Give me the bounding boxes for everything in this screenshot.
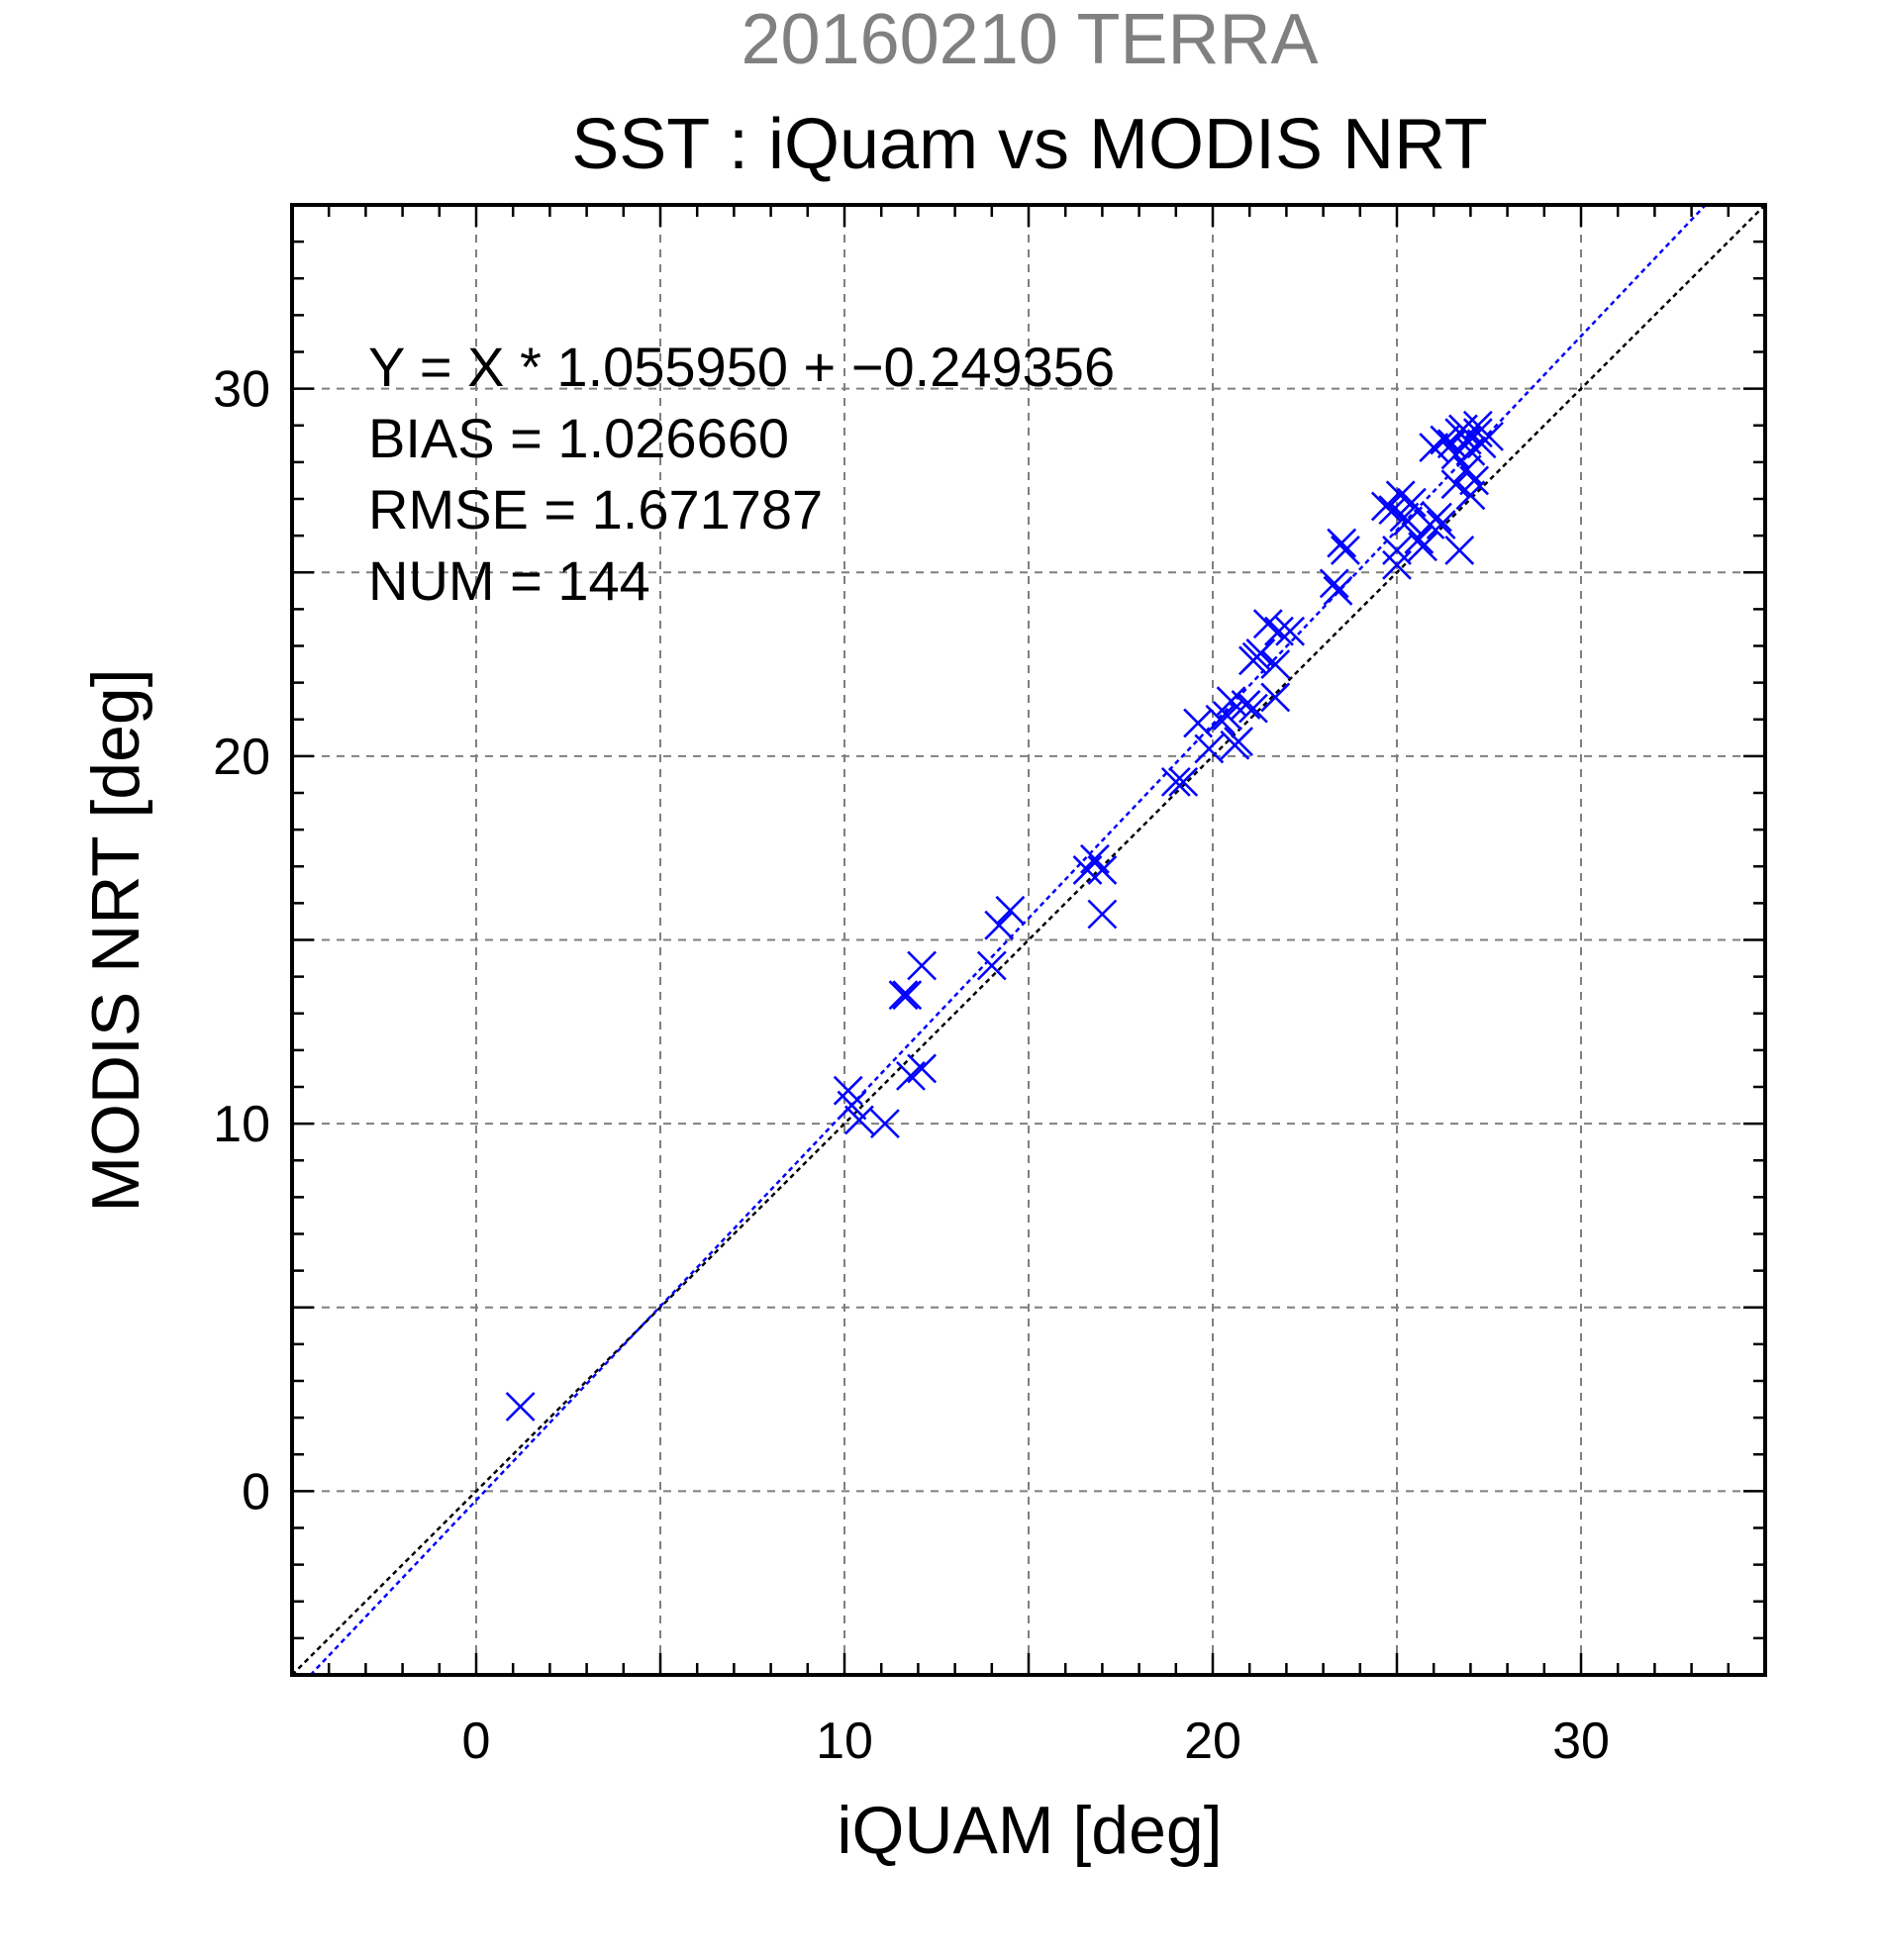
data-point: [870, 1109, 900, 1139]
data-point: [1087, 899, 1118, 930]
data-point: [1087, 855, 1118, 885]
data-point: [888, 980, 919, 1011]
data-point: [907, 1053, 938, 1084]
data-point: [1474, 421, 1504, 451]
data-point: [1459, 465, 1490, 496]
chart-title: SST : iQuam vs MODIS NRT: [571, 105, 1488, 184]
data-point: [1370, 491, 1401, 522]
data-point: [1408, 532, 1437, 562]
data-point: [995, 895, 1026, 926]
data-point: [1331, 536, 1360, 565]
data-point: [1426, 510, 1456, 539]
data-point: [1275, 616, 1306, 646]
data-point: [976, 950, 1007, 981]
statistics-box: Y = X * 1.055950 + −0.249356 BIAS = 1.02…: [368, 336, 1115, 612]
data-point: [1205, 704, 1236, 735]
y-tick-label: 30: [213, 361, 270, 419]
y-axis-label: MODIS NRT [deg]: [78, 668, 153, 1212]
data-point: [505, 1392, 536, 1421]
data-point: [1396, 487, 1427, 518]
data-point: [837, 1090, 867, 1121]
y-tick-label: 20: [213, 729, 270, 786]
data-point: [1382, 536, 1412, 565]
chart-super-title: 20160210 TERRA: [741, 0, 1318, 79]
data-point: [1224, 727, 1253, 756]
x-tick-label: 10: [816, 1713, 873, 1770]
data-point: [1327, 528, 1357, 558]
data-point: [1382, 549, 1412, 580]
bias-value: BIAS = 1.026660: [368, 407, 789, 469]
data-points: [505, 410, 1504, 1421]
data-point: [1440, 469, 1471, 500]
y-tick-label: 10: [213, 1096, 270, 1153]
plot-frame: [290, 203, 1767, 1677]
reference-lines: [292, 205, 1765, 1675]
x-tick-label: 20: [1184, 1713, 1241, 1770]
x-tick-label: 0: [462, 1713, 491, 1770]
data-point: [843, 1105, 874, 1135]
data-point: [1168, 766, 1199, 797]
x-tick-labels: 0 10 20 30: [462, 1713, 1610, 1770]
data-point: [984, 910, 1015, 940]
regression-equation: Y = X * 1.055950 + −0.249356: [368, 336, 1115, 398]
fit-line: [308, 205, 1708, 1675]
data-point: [1404, 524, 1435, 554]
data-point: [1245, 638, 1276, 668]
data-point: [892, 980, 923, 1011]
data-point: [1194, 734, 1225, 764]
data-point: [1231, 689, 1261, 720]
data-point: [1423, 502, 1452, 533]
data-point: [1430, 425, 1460, 455]
data-point: [907, 950, 938, 981]
data-point: [1238, 693, 1268, 724]
data-point: [1260, 649, 1291, 679]
sample-count: NUM = 144: [368, 549, 650, 612]
data-point: [1444, 536, 1475, 565]
y-tick-label: 0: [242, 1463, 270, 1520]
data-point: [1160, 766, 1191, 797]
y-tick-labels: 0 10 20 30: [213, 361, 270, 1521]
data-point: [1260, 682, 1291, 713]
data-point: [1462, 418, 1493, 448]
x-axis-label: iQUAM [deg]: [837, 1793, 1222, 1868]
data-point: [1264, 616, 1294, 646]
data-point: [1323, 575, 1353, 606]
rmse-value: RMSE = 1.671787: [368, 478, 823, 540]
data-point: [1319, 568, 1349, 599]
x-tick-label: 30: [1552, 1713, 1610, 1770]
grid: [292, 205, 1765, 1675]
